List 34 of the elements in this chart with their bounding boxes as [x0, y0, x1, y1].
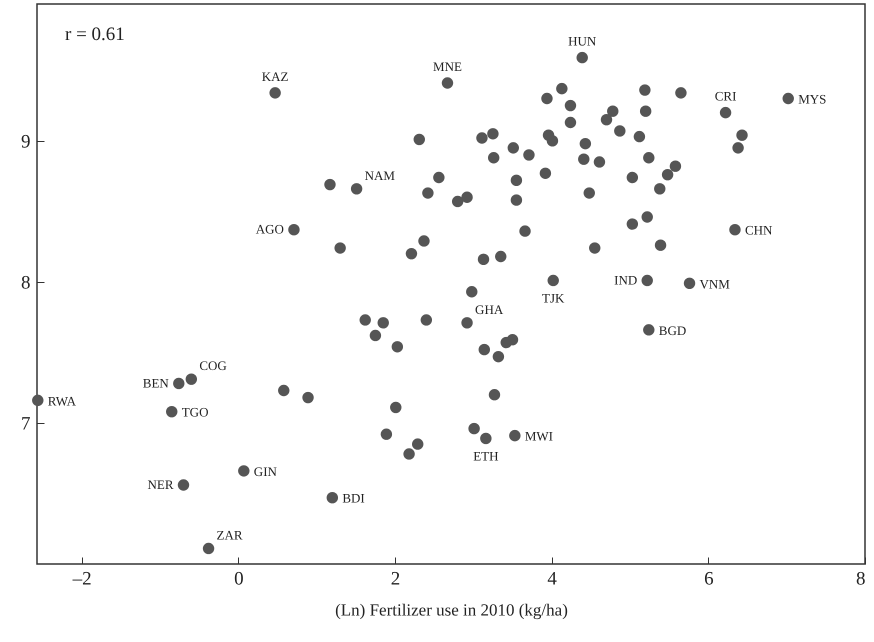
- annotation: BDI: [342, 490, 365, 506]
- y-tick-label: 9: [21, 131, 30, 152]
- annotation: NER: [147, 477, 174, 492]
- annotation: RWA: [48, 393, 77, 408]
- x-axis-title: (Ln) Fertilizer use in 2010 (kg/ha): [335, 600, 568, 620]
- annotation: NAM: [364, 168, 396, 183]
- annotation: BEN: [142, 375, 170, 390]
- annotation: HUN: [568, 34, 597, 49]
- annotation: GIN: [254, 464, 278, 479]
- annotation: MWI: [524, 428, 554, 444]
- annotation: ZAR: [216, 527, 243, 542]
- annotation: r = 0.61: [65, 24, 125, 45]
- annotation: BGD: [658, 322, 686, 338]
- annotation: COG: [199, 358, 227, 374]
- annotation: TGO: [182, 404, 208, 420]
- x-tick-label: –2: [72, 568, 92, 590]
- annotation: MNE: [433, 58, 462, 74]
- x-tick-label: 8: [856, 568, 866, 590]
- x-tick-label: 6: [704, 568, 714, 590]
- annotation: TJK: [542, 290, 566, 306]
- annotation: AGO: [256, 222, 284, 237]
- annotation: CHN: [744, 222, 774, 238]
- annotation: CRI: [714, 88, 736, 104]
- x-tick-label: 2: [390, 568, 400, 590]
- annotation: KAZ: [262, 68, 289, 84]
- annotation: MYS: [798, 92, 826, 107]
- annotation: IND: [614, 272, 638, 288]
- x-tick-label: 4: [547, 568, 558, 590]
- annotation: VNM: [700, 276, 730, 292]
- y-tick-label: 8: [21, 272, 30, 294]
- annotation: ETH: [473, 448, 498, 464]
- annotation: GHA: [475, 302, 504, 317]
- y-tick-label: 7: [21, 413, 30, 434]
- x-tick-label: 0: [234, 568, 244, 590]
